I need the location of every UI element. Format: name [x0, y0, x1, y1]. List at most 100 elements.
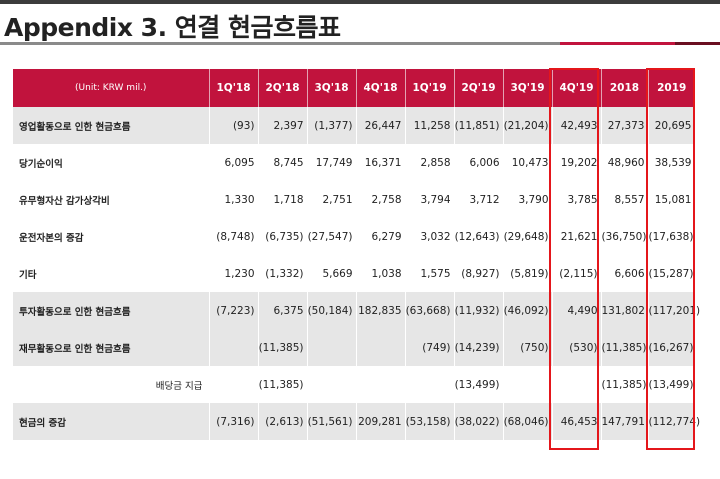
table-cell: [503, 366, 553, 403]
column-header: 1Q'19: [405, 69, 455, 107]
table-cell: 48,960: [601, 144, 649, 181]
table-cell: 16,371: [356, 144, 406, 181]
row-label: 현금의 증감: [13, 403, 210, 440]
table-cell: 131,802: [601, 292, 649, 329]
table-row: 유무형자산 감가상각비 1,330 1,718 2,751 2,758 3,794 3,71…: [13, 181, 696, 218]
table-cell: (8,927): [454, 255, 504, 292]
column-header: 2019: [648, 69, 695, 107]
table-row: 배당금 지급 (11,385) (13,499) (11,385) (13,499): [13, 366, 696, 403]
unit-label: (Unit: KRW mil.): [13, 69, 210, 107]
table-cell: (68,046): [503, 403, 553, 440]
table-cell: (749): [405, 329, 455, 366]
row-label: 운전자본의 증감: [13, 218, 210, 255]
table-cell: (112,774): [648, 403, 700, 440]
table-cell: (63,668): [405, 292, 455, 329]
table-row: 현금의 증감 (7,316) (2,613) (51,561) 209,281 (53,1…: [13, 403, 700, 440]
table-cell: (13,499): [454, 366, 504, 403]
table-cell: 38,539: [648, 144, 696, 181]
cash-flow-table: (Unit: KRW mil.) 1Q'18 2Q'18 3Q'18 4Q'18 1Q'1…: [13, 69, 700, 440]
table-cell: (7,223): [209, 292, 259, 329]
table-cell: 1,330: [209, 181, 259, 218]
table-cell: 8,557: [601, 181, 649, 218]
table-cell: [307, 366, 357, 403]
table-cell: 46,453: [552, 403, 602, 440]
table-cell: 19,202: [552, 144, 602, 181]
table-cell: (16,267): [648, 329, 696, 366]
table-cell: 8,745: [258, 144, 308, 181]
table-cell: (11,932): [454, 292, 504, 329]
table-header-row: (Unit: KRW mil.) 1Q'18 2Q'18 3Q'18 4Q'18 1Q'1…: [13, 69, 695, 107]
table-cell: (11,385): [258, 366, 308, 403]
column-header: 2Q'19: [454, 69, 504, 107]
table-cell: (2,613): [258, 403, 308, 440]
row-label: 투자활동으로 인한 현금흐름: [13, 292, 210, 329]
table-cell: 6,375: [258, 292, 308, 329]
table-cell: 2,397: [258, 107, 308, 144]
table-cell: (50,184): [307, 292, 357, 329]
table-cell: 20,695: [648, 107, 696, 144]
table-cell: (13,499): [648, 366, 696, 403]
table-cell: (46,092): [503, 292, 553, 329]
table-cell: 4,490: [552, 292, 602, 329]
table-cell: (14,239): [454, 329, 504, 366]
table-cell: (53,158): [405, 403, 455, 440]
table-cell: (21,204): [503, 107, 553, 144]
table-cell: (29,648): [503, 218, 553, 255]
table-cell: 1,230: [209, 255, 259, 292]
table-cell: (750): [503, 329, 553, 366]
table-cell: (2,115): [552, 255, 602, 292]
table-cell: 2,758: [356, 181, 406, 218]
table-cell: (36,750): [601, 218, 649, 255]
table-row: 운전자본의 증감 (8,748) (6,735) (27,547) 6,279 3,032…: [13, 218, 696, 255]
table-cell: [307, 329, 357, 366]
table-cell: [356, 329, 406, 366]
table-cell: (530): [552, 329, 602, 366]
table-row: 재무활동으로 인한 현금흐름 (11,385) (749) (14,239) (750)…: [13, 329, 696, 366]
row-label: 당기순이익: [13, 144, 210, 181]
table-cell: 5,669: [307, 255, 357, 292]
table-cell: 27,373: [601, 107, 649, 144]
table-cell: (1,377): [307, 107, 357, 144]
table-cell: 21,621: [552, 218, 602, 255]
table-cell: (17,638): [648, 218, 696, 255]
table-cell: 15,081: [648, 181, 696, 218]
table-cell: [356, 366, 406, 403]
top-bar: [0, 0, 720, 4]
table-cell: (27,547): [307, 218, 357, 255]
row-label: 배당금 지급: [13, 366, 210, 403]
table-cell: [552, 366, 602, 403]
table-cell: (11,385): [601, 329, 649, 366]
table-cell: 11,258: [405, 107, 455, 144]
table-cell: (12,643): [454, 218, 504, 255]
table-cell: 3,794: [405, 181, 455, 218]
table-cell: 1,038: [356, 255, 406, 292]
table-cell: 182,835: [356, 292, 406, 329]
table-cell: (5,819): [503, 255, 553, 292]
table-cell: 2,751: [307, 181, 357, 218]
table-cell: 10,473: [503, 144, 553, 181]
row-label: 재무활동으로 인한 현금흐름: [13, 329, 210, 366]
table-cell: (1,332): [258, 255, 308, 292]
title-rule-red: [560, 42, 720, 45]
table-cell: 3,785: [552, 181, 602, 218]
column-header: 3Q'19: [503, 69, 553, 107]
table-cell: 3,712: [454, 181, 504, 218]
table-cell: 3,790: [503, 181, 553, 218]
table-cell: (11,385): [258, 329, 308, 366]
table-cell: 3,032: [405, 218, 455, 255]
table-cell: 26,447: [356, 107, 406, 144]
column-header: 2Q'18: [258, 69, 308, 107]
table-cell: [405, 366, 455, 403]
column-header: 1Q'18: [209, 69, 259, 107]
table-cell: 209,281: [356, 403, 406, 440]
table-cell: 6,606: [601, 255, 649, 292]
table-cell: 6,095: [209, 144, 259, 181]
table-cell: 6,006: [454, 144, 504, 181]
table-cell: 6,279: [356, 218, 406, 255]
table-cell: 1,718: [258, 181, 308, 218]
table-cell: (7,316): [209, 403, 259, 440]
table-cell: [209, 366, 259, 403]
table-row: 투자활동으로 인한 현금흐름 (7,223) 6,375 (50,184) 182,83…: [13, 292, 700, 329]
table-cell: (8,748): [209, 218, 259, 255]
table-cell: (6,735): [258, 218, 308, 255]
